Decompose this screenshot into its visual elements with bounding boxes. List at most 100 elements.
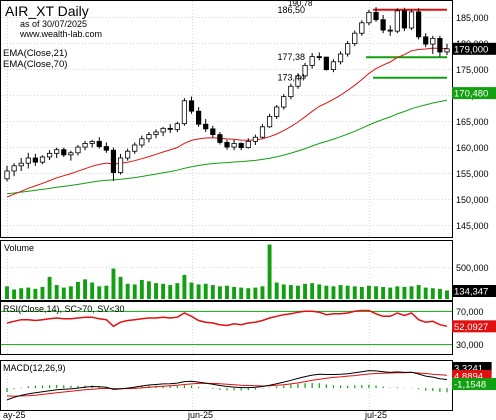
website-label: www.wealth-lab.com [19, 29, 102, 39]
volume-last-label-box [452, 285, 496, 297]
price-annotation: 186,50 [277, 5, 305, 15]
rsi-tick-label: 30,000 [456, 340, 484, 350]
candle-body [139, 138, 145, 146]
date-tick-label: jul-25 [364, 410, 387, 420]
rsi-last-label: 52,0927 [454, 322, 488, 333]
volume-bar [331, 286, 336, 299]
volume-tick-label: 500,000 [456, 263, 489, 273]
volume-bar [210, 285, 215, 299]
volume-bar [146, 281, 151, 299]
rsi-panel-label: RSI(Close,14), SC>70, SV<30 [3, 304, 125, 314]
volume-bar [225, 285, 229, 299]
volume-bar [388, 287, 393, 299]
volume-bar [310, 283, 315, 299]
candle-body [309, 56, 315, 66]
candle-body [408, 11, 415, 29]
rsi-last-label-box [452, 320, 496, 333]
candle-body [430, 38, 436, 45]
volume-bar [19, 288, 24, 299]
candle-body [210, 128, 216, 136]
candle-body [266, 116, 273, 128]
ema21-line [6, 47, 448, 198]
candle-body [68, 152, 74, 156]
volume-bar [239, 287, 244, 299]
volume-bar [161, 283, 166, 299]
macd-panel-label: MACD(12,26,9) [3, 363, 66, 373]
macd-hist-last-label: -1,1548 [454, 380, 486, 391]
candle-body [132, 144, 138, 152]
candle-body [203, 123, 209, 130]
candle-body [387, 29, 393, 32]
macd-hist-last-label-box [452, 378, 496, 390]
candle-body [224, 141, 230, 148]
volume-bar [288, 285, 293, 299]
volume-bar [232, 286, 237, 299]
candle-body [359, 22, 365, 34]
volume-bar [274, 282, 279, 299]
price-tick-label: 155,000 [456, 169, 489, 179]
candle-body [196, 110, 202, 125]
price-panel [0, 0, 453, 238]
candle-body [416, 11, 422, 38]
candle-body [153, 131, 159, 135]
candle-body [217, 134, 223, 143]
candle-body [345, 43, 351, 55]
volume-bar [246, 288, 251, 299]
price-tick-label: 165,000 [456, 117, 489, 127]
price-tick-label: 175,000 [456, 65, 489, 75]
candle-body [188, 100, 195, 112]
volume-bar [189, 282, 194, 299]
candle-body [61, 149, 67, 156]
ema70-last-label-box [452, 87, 496, 100]
ema70-last-label: 170,480 [454, 89, 488, 100]
date-tick-label: ay-25 [3, 410, 26, 420]
volume-bar [317, 284, 322, 299]
candle-body [46, 152, 53, 158]
volume-bar [409, 286, 414, 299]
candle-body [174, 123, 180, 130]
candle-body [252, 136, 258, 142]
volume-bar [217, 286, 222, 299]
volume-bar [111, 268, 116, 299]
volume-last-label: 134,347 [454, 287, 488, 298]
macd-line [6, 370, 448, 401]
price-tick-label: 145,000 [456, 221, 489, 231]
macd-panel [0, 360, 453, 411]
volume-bar [281, 284, 286, 299]
volume-bar [118, 276, 123, 299]
rsi-line [6, 309, 448, 328]
candle-body [18, 162, 24, 167]
candle-body [231, 143, 237, 148]
candle-body [323, 56, 329, 70]
candle-body [337, 53, 344, 63]
candle-body [366, 11, 372, 24]
volume-bar [33, 288, 38, 299]
chart-subtitle: as of 30/07/2025 [20, 19, 87, 29]
price-tick-label: 185,000 [456, 13, 489, 23]
volume-bar [303, 283, 308, 299]
candle-body [373, 11, 379, 21]
support-resistance-levels [365, 8, 447, 79]
volume-bar [203, 283, 208, 299]
ema21-path [6, 47, 448, 198]
candle-body [437, 38, 443, 53]
candle-body [54, 149, 60, 154]
volume-bar [267, 244, 272, 299]
candle-body [181, 100, 188, 125]
legend-ema21: EMA(Close,21) [3, 48, 67, 59]
volume-bar [345, 285, 350, 299]
candle-body [25, 157, 31, 164]
candle-body [401, 10, 408, 29]
last-price-label: 179,000 [454, 44, 488, 55]
volume-bar [61, 287, 66, 299]
volume-bar [97, 286, 102, 299]
volume-bar [260, 286, 265, 299]
last-price-label-box [452, 42, 496, 55]
volume-bar [253, 287, 258, 299]
volume-bar [168, 285, 173, 299]
volume-bar [76, 281, 80, 299]
volume-bar [5, 286, 9, 299]
candle-body [288, 85, 294, 98]
volume-bar [416, 285, 421, 299]
